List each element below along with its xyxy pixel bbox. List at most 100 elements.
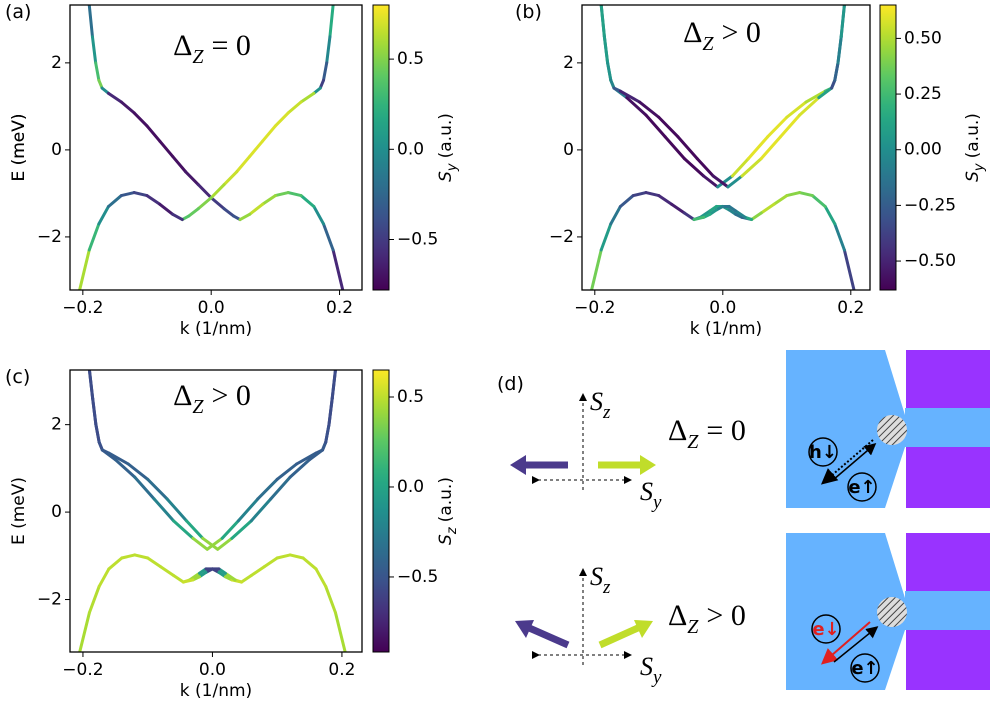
symbol: Δ — [173, 379, 192, 412]
band-segment — [152, 497, 176, 523]
x-tick-label: 0.2 — [326, 298, 353, 318]
colorbar-tick-label: −0.50 — [904, 251, 956, 271]
band-segment — [312, 204, 325, 226]
band-segment — [328, 5, 335, 39]
band-segment — [692, 215, 706, 222]
band-segment — [261, 124, 277, 143]
y-tick-label: 0 — [563, 140, 574, 160]
subscript: z — [445, 526, 460, 535]
band-segment — [256, 477, 279, 501]
band-segment — [113, 458, 137, 479]
symbol: S — [436, 534, 456, 545]
subscript: Z — [192, 396, 204, 418]
plot-frame — [581, 4, 871, 291]
chart-panel: −0.2 0.0 0.2 −2 0 2 k (1/nm) E (meV) (c) ΔZ > 0 −0.… — [5, 366, 460, 701]
panel-label: (d) — [497, 373, 524, 395]
band-segment — [209, 196, 226, 211]
relation: > 0 — [212, 379, 251, 412]
band-segment — [833, 61, 840, 82]
subscript: y — [651, 492, 662, 513]
band-segment — [94, 61, 101, 82]
band-segment — [286, 100, 303, 115]
symbol: S — [640, 477, 653, 506]
band-segment — [78, 611, 91, 652]
band-segment — [288, 553, 305, 560]
plot-frame — [69, 369, 363, 653]
band-segment — [324, 423, 331, 444]
band-segment — [146, 477, 169, 501]
panel-title: ΔZ > 0 — [173, 379, 251, 418]
band-segment — [772, 194, 789, 206]
band-segment — [107, 451, 130, 466]
band-segment — [132, 191, 149, 198]
scatterer — [877, 415, 907, 445]
band-segment — [249, 565, 266, 577]
band-segment — [238, 212, 252, 222]
band-segment — [87, 584, 101, 615]
spin-arrow — [525, 623, 570, 649]
band-segment — [810, 194, 827, 208]
panel-title: ΔZ > 0 — [683, 16, 761, 55]
band-segment — [97, 567, 111, 588]
unit: (a.u.) — [436, 477, 456, 522]
band-segment — [275, 553, 292, 560]
band-segment — [230, 519, 253, 540]
band-segment — [625, 96, 648, 117]
band-segment — [644, 113, 667, 139]
band-segment — [670, 202, 686, 215]
band-segment — [133, 475, 156, 501]
band-segment — [236, 497, 260, 523]
band-segment — [220, 519, 240, 540]
band-segment — [107, 556, 124, 571]
symbol: Δ — [173, 29, 192, 62]
y-tick-label: 0 — [51, 502, 62, 522]
relation: > 0 — [722, 16, 761, 49]
band-segment — [682, 211, 696, 222]
band-segment — [301, 556, 318, 571]
symbol: S — [590, 562, 603, 591]
colorbar-tick-label: 0.25 — [904, 84, 942, 104]
row-title: ΔZ = 0 — [668, 414, 746, 453]
band-segment — [798, 96, 821, 117]
particle — [847, 472, 877, 502]
subscript: y — [445, 163, 460, 172]
band-segment — [299, 194, 316, 208]
band-segment — [97, 204, 111, 226]
symbol: S — [640, 652, 653, 681]
colorbar-tick-label: 0.0 — [397, 477, 424, 497]
band-segment — [663, 135, 686, 161]
x-tick-label: −0.2 — [574, 298, 615, 318]
band-segment — [191, 536, 209, 551]
spin-arrow-head — [640, 455, 656, 475]
band-segment — [726, 174, 744, 189]
band-segment — [599, 222, 613, 252]
band-segment — [184, 170, 200, 187]
superconductor — [906, 533, 990, 591]
band-segment — [145, 194, 162, 206]
band-segment — [187, 207, 200, 218]
colorbar — [372, 369, 390, 653]
band-segment — [146, 556, 163, 569]
band-segment — [590, 248, 603, 290]
band-segment — [172, 573, 185, 584]
band-segment — [94, 423, 101, 444]
band-segment — [205, 536, 224, 551]
y-tick-label: 2 — [51, 53, 62, 73]
band-segment — [201, 536, 220, 551]
band-segment — [839, 5, 846, 39]
band-segment — [288, 458, 312, 479]
axis-label: Sz — [590, 387, 611, 423]
curves — [78, 370, 347, 652]
y-axis-label: E (meV) — [9, 477, 29, 545]
colorbar — [372, 4, 390, 291]
x-tick-label: 0.0 — [709, 298, 736, 318]
particle-label: e↓ — [812, 619, 839, 640]
band-segment — [823, 204, 837, 226]
band-segment — [798, 191, 814, 198]
band-segment — [185, 519, 205, 540]
band-segment — [618, 194, 635, 208]
y-tick-label: 2 — [51, 415, 62, 435]
band-segment — [676, 135, 699, 161]
x-tick-label: 0.2 — [328, 660, 355, 680]
x-axis-label: k (1/nm) — [180, 319, 252, 339]
